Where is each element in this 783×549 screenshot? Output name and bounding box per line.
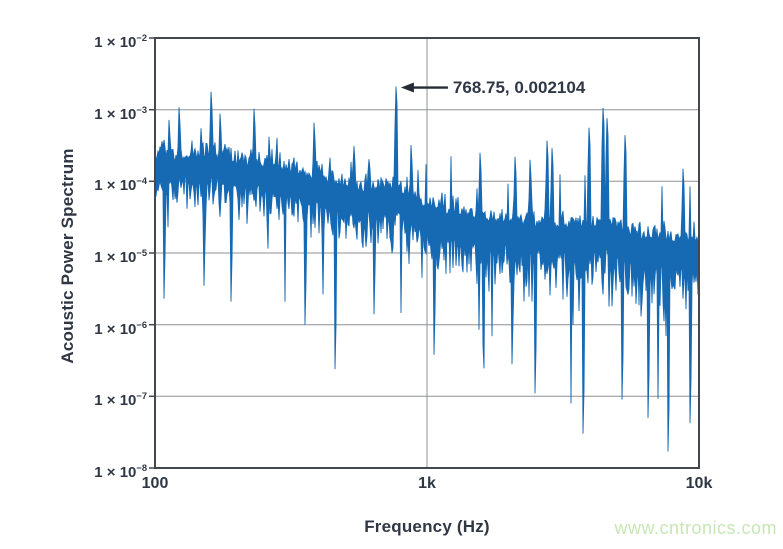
y-tick-label: 1 × 10−2 <box>94 33 147 51</box>
watermark-text: www.cntronics.com <box>614 518 777 538</box>
y-tick-label: 1 × 10−5 <box>94 248 147 266</box>
y-tick-label: 1 × 10−7 <box>94 391 147 410</box>
x-tick-label: 1k <box>418 475 436 492</box>
peak-annotation: 768.75, 0.002104 <box>452 77 586 97</box>
y-tick-label: 1 × 10−8 <box>94 463 147 481</box>
y-tick-label: 1 × 10−6 <box>94 319 147 338</box>
x-axis-title: Frequency (Hz) <box>364 517 490 536</box>
y-tick-label: 1 × 10−3 <box>94 104 147 123</box>
spectrum-series <box>156 86 698 452</box>
y-tick-label: 1 × 10−4 <box>94 176 147 195</box>
y-axis-title: Acoustic Power Spectrum <box>58 148 77 364</box>
x-tick-label: 10k <box>685 475 713 492</box>
x-tick-label: 100 <box>141 475 169 492</box>
annotation-arrowhead-icon <box>400 82 414 93</box>
